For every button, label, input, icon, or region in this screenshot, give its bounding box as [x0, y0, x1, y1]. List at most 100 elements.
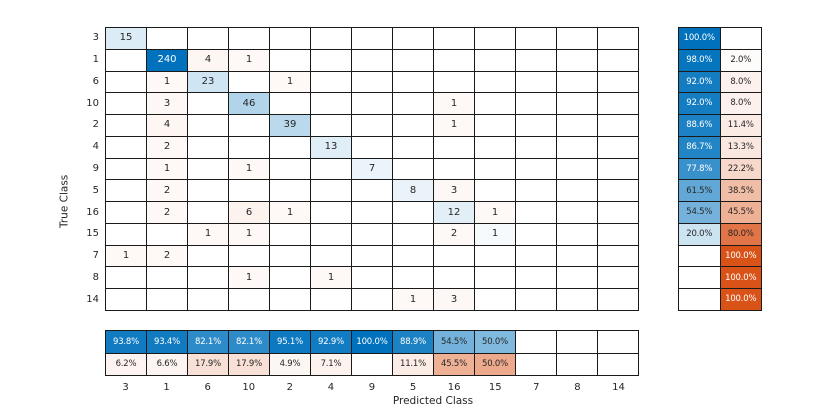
matrix-cell	[311, 158, 352, 181]
matrix-cell	[475, 28, 516, 50]
matrix-cell	[557, 115, 598, 137]
matrix-cell	[352, 28, 393, 50]
row-summary-fnr-cell: 2.0%	[720, 49, 762, 72]
matrix-cell	[557, 245, 598, 268]
matrix-cell	[229, 71, 270, 94]
matrix-cell	[188, 180, 229, 203]
matrix-cell: 2	[147, 180, 188, 203]
matrix-cell	[475, 267, 516, 290]
matrix-cell	[475, 49, 516, 72]
matrix-cell: 39	[270, 115, 311, 137]
row-summary-recall-cell: 98.0%	[679, 49, 721, 72]
y-tick-label: 1	[92, 54, 99, 66]
matrix-cell	[557, 49, 598, 72]
matrix-cell: 1	[311, 267, 352, 290]
matrix-cell	[352, 202, 393, 224]
row-summary-fnr-cell	[720, 28, 762, 50]
column-summary-fdr-cell: 6.2%	[106, 353, 147, 376]
matrix-cell: 2	[147, 245, 188, 268]
row-summary-fnr-cell: 45.5%	[720, 202, 762, 224]
row-summary-fnr-cell: 8.0%	[720, 93, 762, 116]
matrix-cell	[516, 158, 557, 181]
matrix-cell: 1	[147, 158, 188, 181]
matrix-cell	[311, 28, 352, 50]
column-summary-precision-cell: 82.1%	[229, 331, 270, 354]
matrix-cell	[598, 28, 639, 50]
matrix-cell	[393, 93, 434, 116]
matrix-cell	[352, 136, 393, 159]
matrix-cell	[557, 136, 598, 159]
matrix-cell	[393, 71, 434, 94]
matrix-cell	[598, 93, 639, 116]
x-tick-label: 5	[409, 382, 417, 393]
matrix-cell	[557, 93, 598, 116]
matrix-cell: 7	[352, 158, 393, 181]
matrix-cell: 3	[434, 289, 475, 311]
column-summary-precision-cell: 88.9%	[393, 331, 434, 354]
matrix-cell	[270, 136, 311, 159]
y-tick-label: 6	[92, 75, 99, 87]
matrix-cell	[557, 158, 598, 181]
matrix-cell	[188, 245, 229, 268]
matrix-cell	[106, 93, 147, 116]
matrix-cell	[270, 223, 311, 246]
column-summary-precision-cell: 95.1%	[270, 331, 311, 354]
matrix-cell	[188, 28, 229, 50]
matrix-cell	[475, 93, 516, 116]
matrix-cell	[393, 223, 434, 246]
matrix-cell	[229, 289, 270, 311]
matrix-cell	[352, 245, 393, 268]
row-summary-recall-cell: 86.7%	[679, 136, 721, 159]
matrix-cell	[557, 289, 598, 311]
matrix-cell	[229, 115, 270, 137]
x-tick-label: 4	[327, 382, 335, 393]
matrix-cell	[516, 93, 557, 116]
matrix-cell	[516, 28, 557, 50]
y-tick-label: 7	[92, 250, 99, 262]
matrix-cell	[147, 28, 188, 50]
matrix-cell	[229, 136, 270, 159]
matrix-cell	[557, 202, 598, 224]
row-summary-fnr-cell: 22.2%	[720, 158, 762, 181]
matrix-cell	[557, 267, 598, 290]
matrix-cell	[516, 115, 557, 137]
matrix-cell	[516, 289, 557, 311]
matrix-cell	[557, 180, 598, 203]
matrix-cell	[106, 71, 147, 94]
column-summary-fdr-cell: 6.6%	[147, 353, 188, 376]
row-summary-recall-cell: 92.0%	[679, 71, 721, 94]
matrix-cell	[352, 180, 393, 203]
y-tick-label: 2	[92, 119, 99, 131]
column-summary-fdr-cell: 50.0%	[475, 353, 516, 376]
matrix-cell: 2	[147, 202, 188, 224]
matrix-cell	[270, 180, 311, 203]
matrix-cell	[434, 245, 475, 268]
x-tick-label: 2	[286, 382, 294, 393]
matrix-cell	[311, 245, 352, 268]
matrix-cell	[311, 180, 352, 203]
x-tick-label: 14	[612, 382, 625, 393]
matrix-cell	[475, 245, 516, 268]
matrix-cell: 1	[229, 267, 270, 290]
matrix-cell	[516, 136, 557, 159]
matrix-cell	[270, 49, 311, 72]
matrix-cell	[516, 223, 557, 246]
column-summary-fdr-cell: 4.9%	[270, 353, 311, 376]
row-summary-fnr-cell: 100.0%	[720, 289, 762, 311]
matrix-cell	[229, 245, 270, 268]
matrix-cell	[475, 158, 516, 181]
matrix-cell	[106, 180, 147, 203]
matrix-cell	[352, 49, 393, 72]
matrix-cell	[393, 28, 434, 50]
y-tick-label: 3	[92, 32, 99, 44]
row-summary-fnr-cell: 100.0%	[720, 245, 762, 268]
column-summary-precision-cell: 92.9%	[311, 331, 352, 354]
matrix-cell	[598, 158, 639, 181]
row-summary-recall-cell	[679, 267, 721, 290]
matrix-cell	[311, 49, 352, 72]
matrix-cell: 1	[229, 158, 270, 181]
matrix-cell: 12	[434, 202, 475, 224]
matrix-cell	[475, 136, 516, 159]
matrix-cell	[106, 202, 147, 224]
matrix-cell	[434, 136, 475, 159]
